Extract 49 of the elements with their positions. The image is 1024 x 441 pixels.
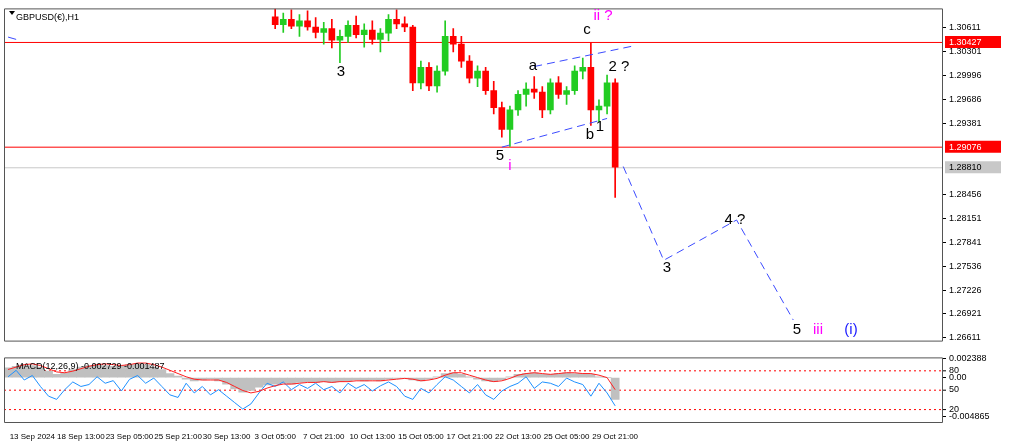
x-tick-label: 30 Sep 13:00	[202, 432, 251, 441]
x-tick-label: 18 Sep 13:00	[57, 432, 106, 441]
x-tick-label: 17 Oct 21:00	[446, 432, 493, 441]
y2-tick-label: 20	[949, 403, 960, 414]
y-tick-label: 0.002388	[949, 352, 987, 363]
y-tick-label: -0.004865	[949, 411, 990, 422]
chart-title: GBPUSD(€),H1	[16, 11, 80, 22]
y-tick-label: 1.30301	[949, 46, 982, 57]
ref-line-label: 1.30427	[949, 36, 982, 47]
y-tick-label: 1.26611	[949, 332, 981, 343]
y-tick-label: 1.28456	[949, 189, 982, 200]
x-tick-label: 3 Oct 05:00	[254, 432, 297, 441]
annotation: 5	[495, 146, 505, 164]
annotation: 2 ?	[608, 57, 630, 75]
y-tick-label: 1.30611	[949, 22, 981, 33]
x-tick-label: 25 Oct 05:00	[543, 432, 591, 441]
x-tick-label: 7 Oct 21:00	[303, 432, 345, 441]
annotation: 3	[662, 258, 672, 276]
annotation: iii	[813, 320, 823, 338]
y-tick-label: 1.29996	[949, 69, 982, 80]
x-tick-label: 13 Sep 2024	[9, 432, 56, 441]
y2-tick-label: 50	[949, 384, 960, 395]
ref-line-label: 1.28810	[949, 162, 982, 173]
y2-tick-label: 80	[949, 364, 960, 375]
annotation: 1	[595, 117, 605, 135]
y-tick-label: 1.29686	[949, 93, 982, 104]
y-tick-label: 1.29381	[949, 117, 982, 128]
ref-line-label: 1.29076	[949, 141, 982, 152]
x-tick-label: 15 Oct 05:00	[397, 432, 445, 441]
y-tick-label: 1.26921	[949, 308, 982, 319]
annotation: (i)	[844, 320, 858, 338]
annotation: i	[508, 156, 512, 174]
y-tick-label: 1.28151	[949, 212, 982, 223]
x-tick-label: 23 Sep 05:00	[105, 432, 154, 441]
annotation: 3	[336, 62, 346, 80]
annotation: 5	[792, 320, 802, 338]
y-tick-label: 1.27841	[949, 236, 982, 247]
x-tick-label: 25 Sep 21:00	[154, 432, 203, 441]
annotation: 4 ?	[724, 210, 746, 228]
annotation: ii ?	[593, 6, 613, 24]
x-tick-label: 29 Oct 21:00	[592, 432, 639, 441]
y-tick-label: 1.27226	[949, 284, 982, 295]
y-tick-label: 0.00	[949, 372, 967, 383]
annotation: b	[585, 125, 595, 143]
annotation: a	[528, 56, 538, 74]
annotation: c	[583, 20, 592, 38]
x-tick-label: 22 Oct 13:00	[495, 432, 542, 441]
y-tick-label: 1.27536	[949, 260, 982, 271]
x-tick-label: 10 Oct 13:00	[349, 432, 396, 441]
